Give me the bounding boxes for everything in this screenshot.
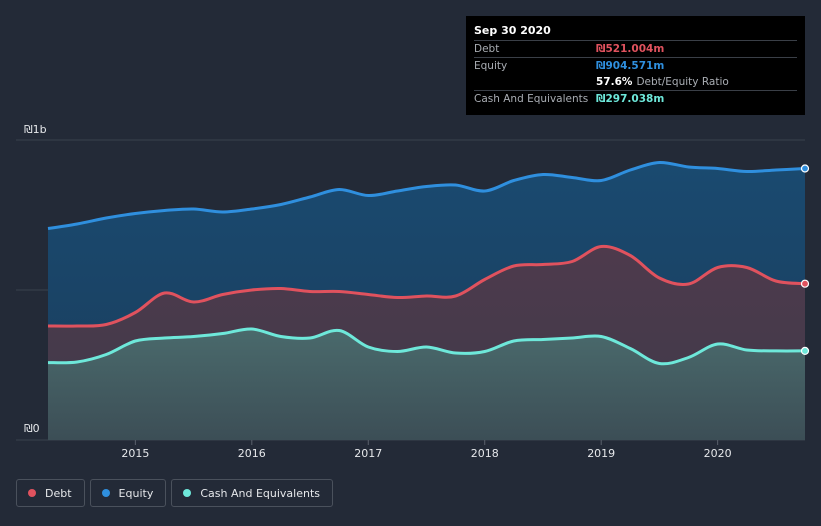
x-tick-label: 2020: [704, 447, 732, 460]
tooltip-debt-label: Debt: [474, 43, 500, 55]
x-tick-label: 2015: [121, 447, 149, 460]
y-axis-bottom-label: ₪0: [24, 422, 40, 435]
x-tick-label: 2016: [238, 447, 266, 460]
equity-end-point[interactable]: [800, 164, 810, 173]
tooltip-row-ratio: 57.6% Debt/Equity Ratio: [474, 74, 797, 90]
tooltip-row-equity: Equity ₪904.571m: [474, 57, 797, 74]
legend-debt-label: Debt: [45, 486, 72, 500]
legend-item-debt[interactable]: Debt: [16, 479, 85, 507]
equity-line: [47, 160, 806, 230]
legend-equity-label: Equity: [118, 486, 154, 500]
x-tick-label: 2017: [354, 447, 382, 460]
cash-and-equivalents-area: [48, 328, 805, 440]
tooltip-equity-value: ₪904.571m: [596, 60, 665, 72]
cash-dot-icon: [183, 489, 192, 497]
tooltip-ratio-value: 57.6%: [596, 76, 633, 88]
legend-item-cash[interactable]: Cash And Equivalents: [171, 479, 333, 507]
tooltip-row-cash: Cash And Equivalents ₪297.038m: [474, 90, 797, 107]
debt-end-point[interactable]: [800, 279, 810, 288]
tooltip-cash-value: ₪297.038m: [596, 93, 665, 105]
tooltip-ratio-label: Debt/Equity Ratio: [636, 76, 729, 88]
x-tick-label: 2018: [471, 447, 499, 460]
legend-cash-label: Cash And Equivalents: [200, 486, 320, 500]
y-axis-top-label: ₪1b: [24, 123, 47, 136]
x-tick-label: 2019: [587, 447, 615, 460]
chart-legend: Debt Equity Cash And Equivalents: [16, 479, 333, 507]
legend-item-equity[interactable]: Equity: [89, 479, 167, 507]
debt-line: [47, 244, 806, 328]
cash-and-equivalents-line: [47, 327, 806, 366]
tooltip-cash-label: Cash And Equivalents: [474, 93, 589, 105]
debt-dot-icon: [28, 489, 36, 497]
tooltip-row-debt: Debt ₪521.004m: [474, 40, 797, 57]
cash-and-equivalents-end-point[interactable]: [800, 346, 810, 355]
tooltip-date: Sep 30 2020: [474, 24, 551, 37]
tooltip-equity-label: Equity: [474, 60, 508, 72]
tooltip-debt-value: ₪521.004m: [596, 43, 665, 55]
equity-dot-icon: [101, 489, 110, 497]
data-tooltip: Sep 30 2020 Debt ₪521.004m Equity ₪904.5…: [466, 16, 805, 115]
